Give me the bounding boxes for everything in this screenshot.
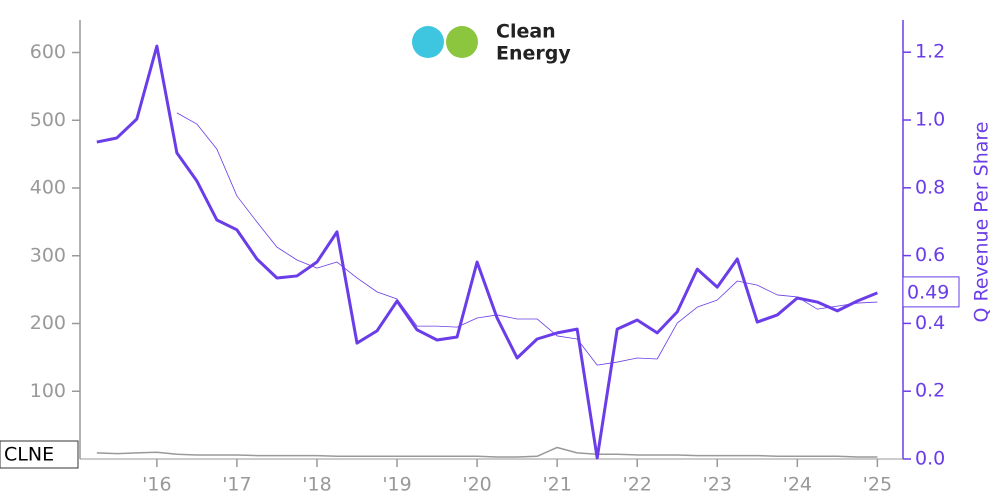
ticker-label: CLNE xyxy=(4,444,54,466)
y2-axis-label: Q Revenue Per Share xyxy=(971,122,993,323)
series-line xyxy=(176,112,878,366)
y-tick-label: 400 xyxy=(30,177,66,199)
logo-text: Clean xyxy=(496,21,556,43)
y-tick-label: 100 xyxy=(30,380,66,402)
logo: Clean Energy xyxy=(412,21,571,65)
logo-icon xyxy=(412,26,444,58)
x-tick-label: '25 xyxy=(863,474,892,496)
x-tick-label: '16 xyxy=(142,474,171,496)
y-tick-label: 300 xyxy=(30,244,66,266)
y2-tick-label: 0.4 xyxy=(915,312,945,334)
logo-text: Energy xyxy=(496,43,571,65)
y2-tick-label: 0.2 xyxy=(915,380,945,402)
y-tick-label: 600 xyxy=(30,41,66,63)
y-tick-label: 200 xyxy=(30,312,66,334)
x-tick-label: '22 xyxy=(623,474,652,496)
x-tick-label: '18 xyxy=(302,474,331,496)
y2-tick-label: 1.2 xyxy=(915,41,945,63)
logo-icon xyxy=(446,26,478,58)
x-tick-label: '24 xyxy=(783,474,812,496)
series-line xyxy=(96,44,878,460)
series-line xyxy=(96,446,878,458)
x-tick-label: '20 xyxy=(462,474,491,496)
x-tick-label: '17 xyxy=(222,474,251,496)
y2-tick-label: 0.6 xyxy=(915,244,945,266)
last-value-box xyxy=(902,276,960,308)
y2-tick-label: 0.8 xyxy=(915,176,945,198)
x-tick-label: '23 xyxy=(703,474,732,496)
y2-tick-label: 1.0 xyxy=(915,109,945,131)
ticker-box xyxy=(0,440,79,469)
y-tick-label: 500 xyxy=(30,109,66,131)
last-value-label: 0.49 xyxy=(907,281,949,303)
x-tick-label: '21 xyxy=(542,474,571,496)
y2-tick-label: 0.0 xyxy=(915,448,945,470)
x-tick-label: '19 xyxy=(382,474,411,496)
